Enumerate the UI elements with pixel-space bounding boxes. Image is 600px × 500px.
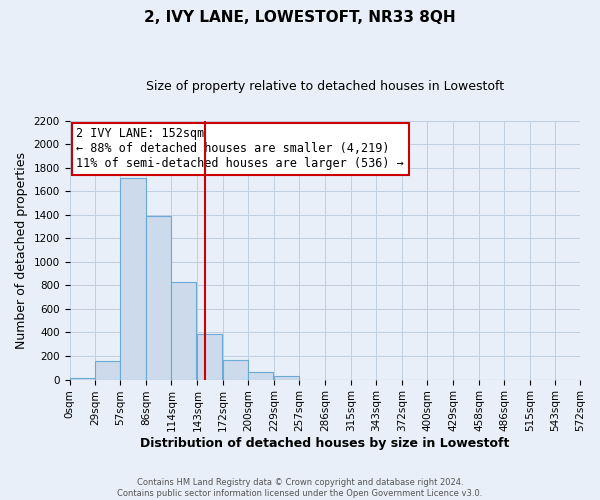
Text: 2 IVY LANE: 152sqm
← 88% of detached houses are smaller (4,219)
11% of semi-deta: 2 IVY LANE: 152sqm ← 88% of detached hou… [76,128,404,170]
Text: 2, IVY LANE, LOWESTOFT, NR33 8QH: 2, IVY LANE, LOWESTOFT, NR33 8QH [144,10,456,25]
Bar [274,376,299,380]
X-axis label: Distribution of detached houses by size in Lowestoft: Distribution of detached houses by size … [140,437,509,450]
Bar [172,282,196,380]
Bar [223,360,248,380]
Y-axis label: Number of detached properties: Number of detached properties [15,152,28,348]
Bar [197,334,223,380]
Bar [146,216,172,380]
Title: Size of property relative to detached houses in Lowestoft: Size of property relative to detached ho… [146,80,504,93]
Text: Contains HM Land Registry data © Crown copyright and database right 2024.
Contai: Contains HM Land Registry data © Crown c… [118,478,482,498]
Bar [248,372,274,380]
Bar [95,362,121,380]
Bar [121,178,146,380]
Bar [70,378,95,380]
